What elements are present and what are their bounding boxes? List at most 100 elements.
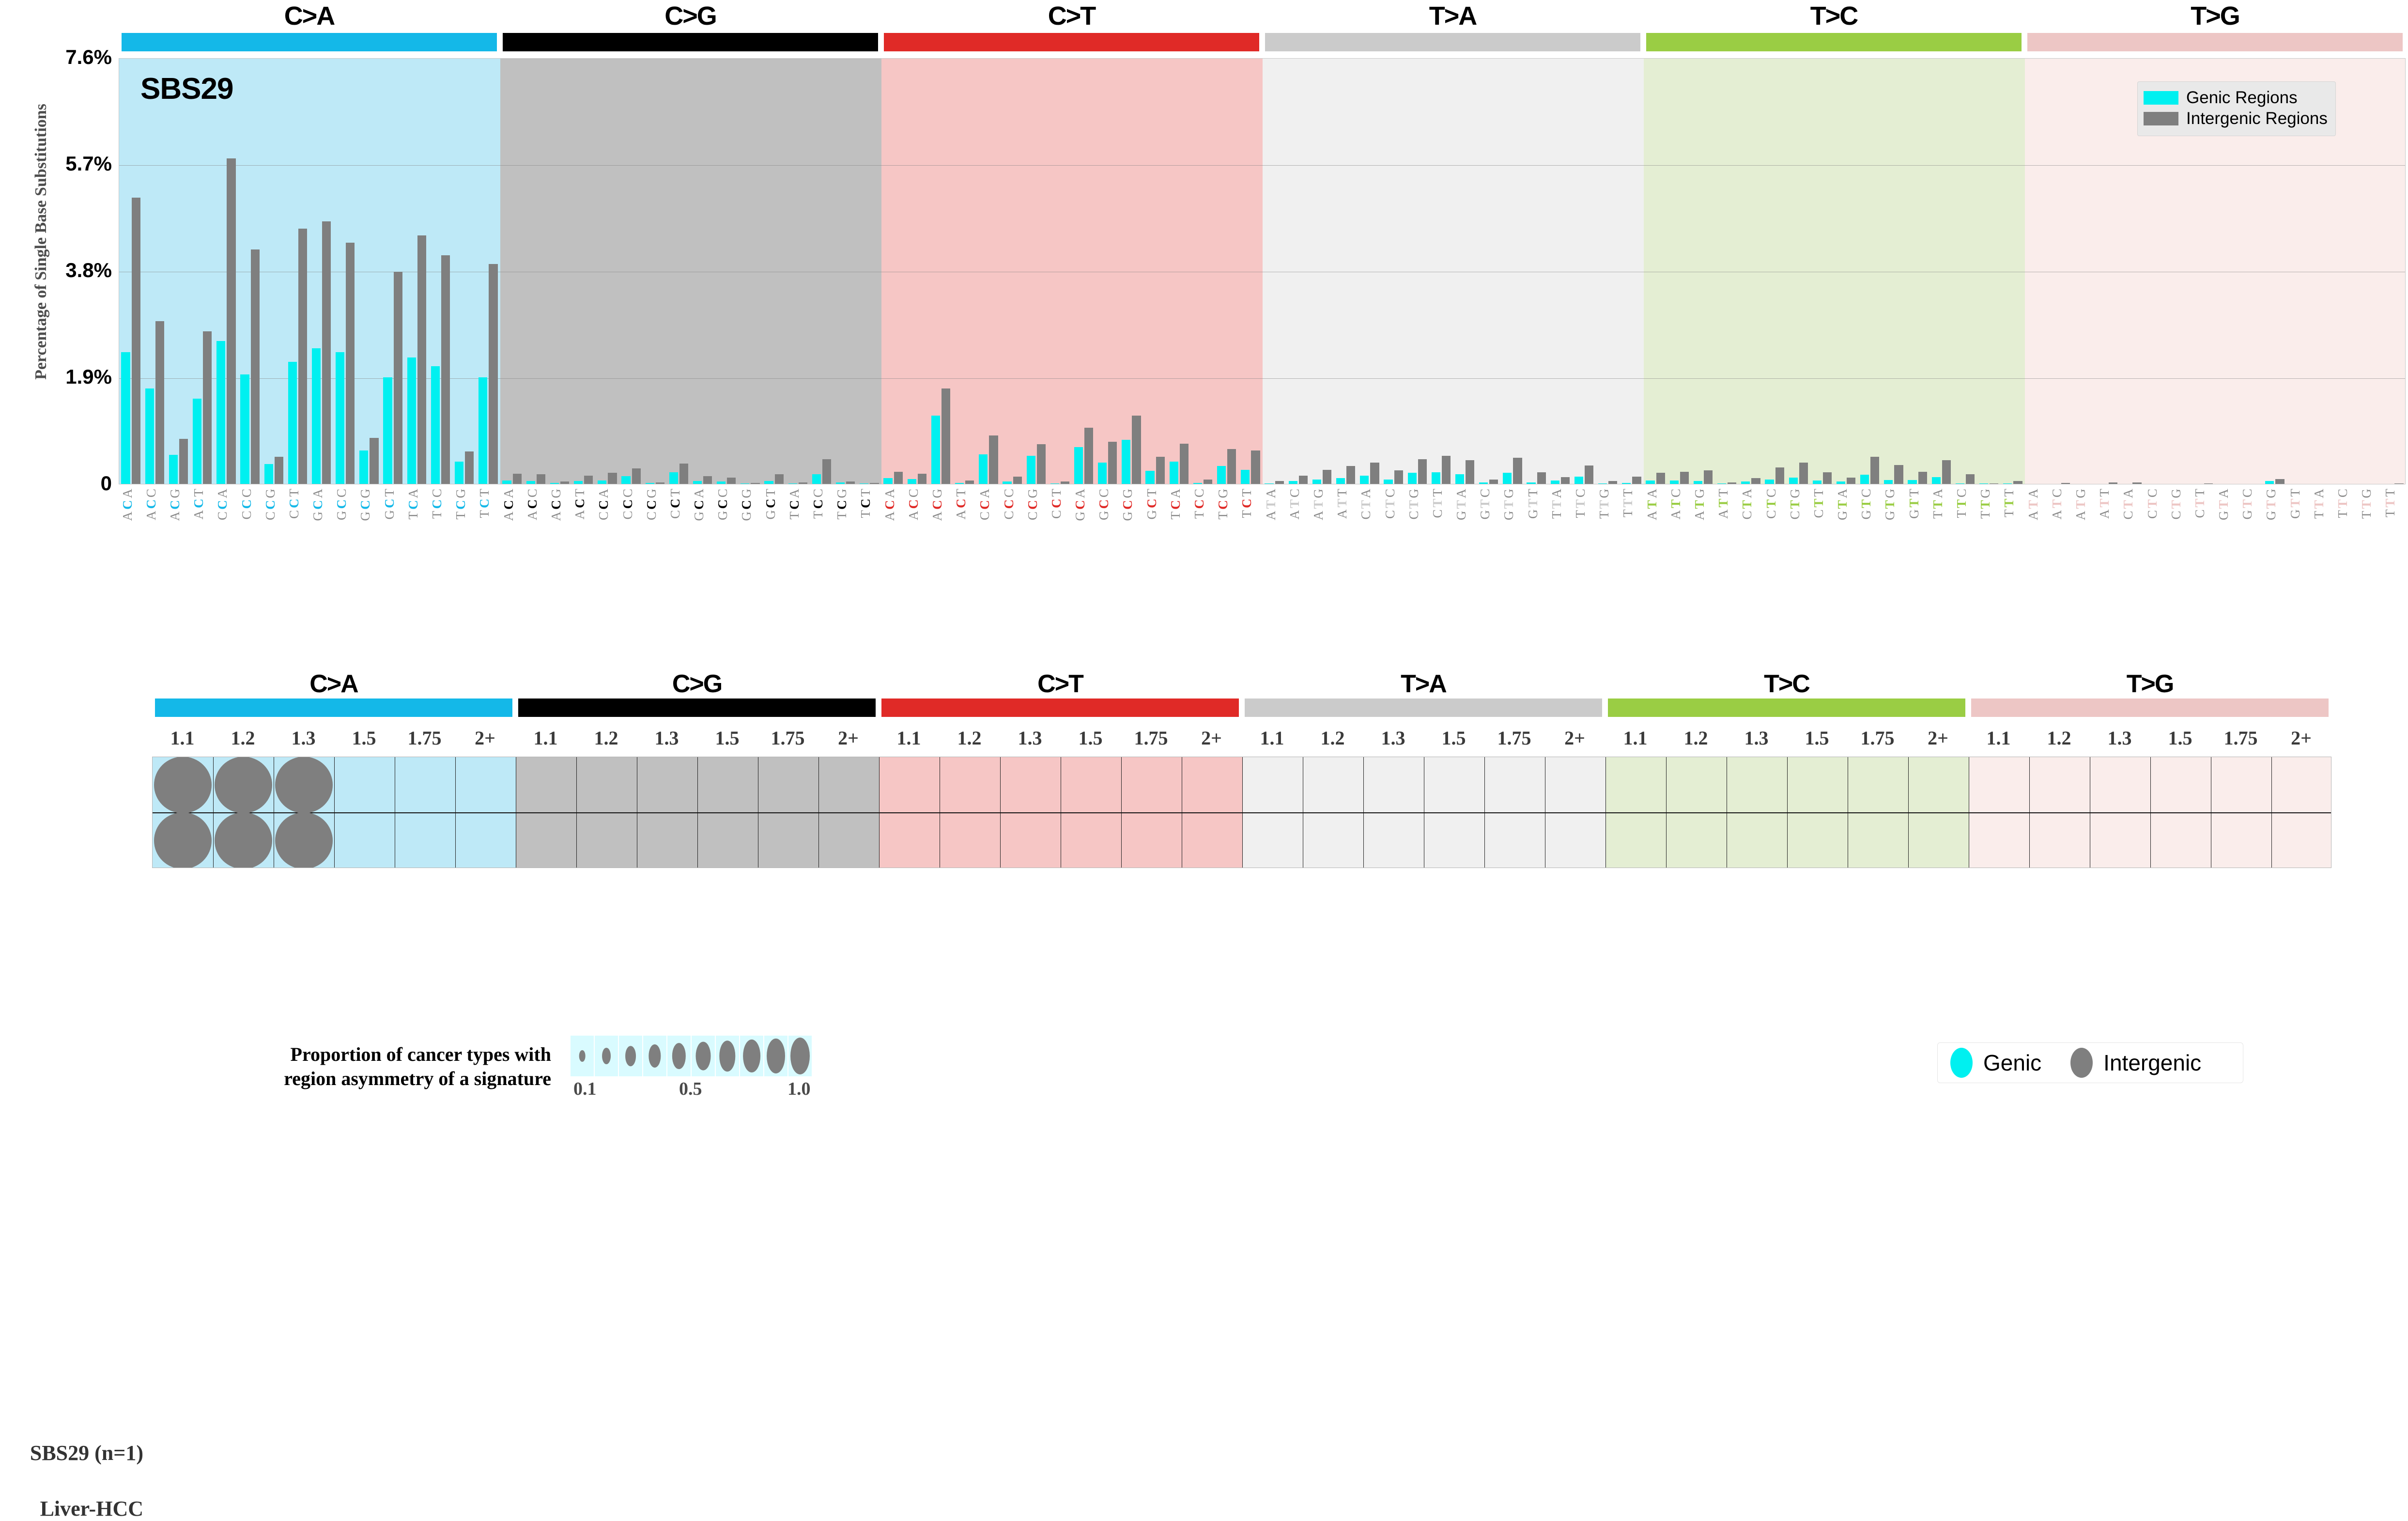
x-tick-58: GTG xyxy=(1501,487,1516,521)
x-tick-20: CCA xyxy=(596,487,611,521)
bar-intergenic-74 xyxy=(1894,465,1903,484)
bar-genic-32 xyxy=(883,478,893,484)
bubble-col-header-4-1: 1.2 xyxy=(1683,727,1708,749)
size-legend-box-5 xyxy=(692,1036,715,1076)
x-tick-32: ACA xyxy=(882,487,897,521)
bar-intergenic-23 xyxy=(679,464,689,484)
bubble-col-header-1-2: 1.3 xyxy=(654,727,679,749)
bar-genic-57 xyxy=(1479,482,1488,484)
x-tick-26: GCG xyxy=(739,487,754,521)
bubble-col-header-4-2: 1.3 xyxy=(1744,727,1769,749)
bubble-class-header-C-to-G: C>G xyxy=(672,670,723,698)
signature-name-label: SBS29 xyxy=(140,72,233,106)
bar-genic-90 xyxy=(2265,481,2274,484)
bar-genic-52 xyxy=(1360,475,1369,484)
y-tick-3: 5.7% xyxy=(65,152,112,175)
size-legend-box-8 xyxy=(764,1036,787,1076)
bar-chart-legend: Genic Regions Intergenic Regions xyxy=(2137,81,2336,136)
x-tick-0: ACA xyxy=(120,487,135,521)
class-strip-T-to-G xyxy=(2027,33,2403,51)
size-legend-box-6 xyxy=(716,1036,739,1076)
bubble-class-header-C-to-A: C>A xyxy=(309,670,358,698)
bar-genic-77 xyxy=(1955,483,1965,484)
x-tick-24: GCA xyxy=(692,487,707,521)
bubble-1-1 xyxy=(215,812,272,868)
bar-genic-1 xyxy=(145,388,154,484)
bar-genic-34 xyxy=(931,415,940,484)
bubble-col-header-2-3: 1.5 xyxy=(1078,727,1103,749)
bubble-class-header-T-to-C: T>C xyxy=(1764,670,1810,698)
x-tick-11: GCT xyxy=(382,487,397,520)
x-tick-54: CTG xyxy=(1406,487,1421,520)
bar-intergenic-16 xyxy=(512,474,522,484)
bar-genic-35 xyxy=(955,482,964,484)
size-legend-scale xyxy=(571,1036,813,1076)
x-tick-91: GTT xyxy=(2287,487,2302,519)
intergenic-label: Intergenic xyxy=(2103,1050,2202,1075)
bar-intergenic-36 xyxy=(989,435,998,484)
class-strip-C-to-T xyxy=(884,33,1259,51)
x-tick-15: TCT xyxy=(477,487,492,518)
x-tick-16: ACA xyxy=(501,487,516,521)
class-header-T-to-A: T>A xyxy=(1429,1,1478,31)
gridline-2 xyxy=(119,165,2405,166)
bar-intergenic-62 xyxy=(1608,481,1618,484)
size-legend-box-2 xyxy=(619,1036,642,1076)
bubble-class-strip-T-to-A xyxy=(1245,698,1602,717)
x-tick-23: CCT xyxy=(667,487,682,519)
bar-genic-65 xyxy=(1669,481,1679,484)
size-legend-dot-0 xyxy=(579,1050,586,1062)
bar-intergenic-81 xyxy=(2061,482,2070,484)
bubble-class-header-C-to-T: C>T xyxy=(1037,670,1084,698)
x-tick-93: TTC xyxy=(2335,487,2350,518)
bar-intergenic-17 xyxy=(536,474,545,484)
x-tick-79: TTT xyxy=(2002,487,2017,518)
bar-genic-42 xyxy=(1122,439,1131,484)
bar-intergenic-69 xyxy=(1775,467,1784,484)
bar-intergenic-51 xyxy=(1346,466,1356,484)
bubble-class-strip-C-to-T xyxy=(881,698,1239,717)
bubble-0-2 xyxy=(275,757,333,814)
x-tick-5: CCC xyxy=(239,487,254,520)
x-tick-22: CCG xyxy=(644,487,659,521)
bar-genic-55 xyxy=(1431,472,1440,484)
bubble-col-header-1-1: 1.2 xyxy=(594,727,618,749)
bar-intergenic-25 xyxy=(727,478,736,484)
bar-intergenic-78 xyxy=(1990,483,1999,484)
bar-intergenic-44 xyxy=(1179,443,1189,484)
bar-genic-63 xyxy=(1622,482,1631,484)
bubble-col-header-4-3: 1.5 xyxy=(1805,727,1829,749)
bar-intergenic-58 xyxy=(1513,457,1522,484)
bar-genic-56 xyxy=(1455,474,1465,484)
bar-intergenic-37 xyxy=(1013,476,1022,484)
bar-intergenic-61 xyxy=(1585,465,1594,484)
bar-genic-73 xyxy=(1860,475,1869,484)
bar-intergenic-95 xyxy=(2394,483,2404,484)
bar-intergenic-31 xyxy=(870,482,879,484)
bubble-col-header-0-4: 1.75 xyxy=(407,727,442,749)
bubble-class-strip-C-to-G xyxy=(518,698,876,717)
bar-intergenic-12 xyxy=(417,235,426,484)
bubble-col-header-1-4: 1.75 xyxy=(771,727,805,749)
bar-genic-58 xyxy=(1503,472,1512,484)
bubble-col-header-4-4: 1.75 xyxy=(1860,727,1895,749)
bar-intergenic-63 xyxy=(1632,476,1641,484)
x-tick-70: CTG xyxy=(1787,487,1802,520)
bar-intergenic-34 xyxy=(941,388,951,484)
bar-intergenic-77 xyxy=(1966,474,1975,484)
x-tick-3: ACT xyxy=(191,487,206,520)
x-tick-94: TTG xyxy=(2359,487,2374,519)
bar-intergenic-53 xyxy=(1394,470,1403,484)
gridline-0 xyxy=(119,378,2405,379)
bar-intergenic-75 xyxy=(1918,471,1927,484)
genic-label: Genic xyxy=(1983,1050,2042,1075)
bar-genic-71 xyxy=(1812,481,1821,484)
bar-intergenic-3 xyxy=(203,331,212,484)
bubble-col-header-0-2: 1.3 xyxy=(291,727,316,749)
bar-intergenic-32 xyxy=(894,471,903,484)
bar-genic-5 xyxy=(240,374,249,484)
bubble-col-header-5-4: 1.75 xyxy=(2223,727,2258,749)
bubble-0-1 xyxy=(215,757,272,814)
bubble-col-header-4-0: 1.1 xyxy=(1623,727,1648,749)
x-tick-30: TCG xyxy=(834,487,849,520)
